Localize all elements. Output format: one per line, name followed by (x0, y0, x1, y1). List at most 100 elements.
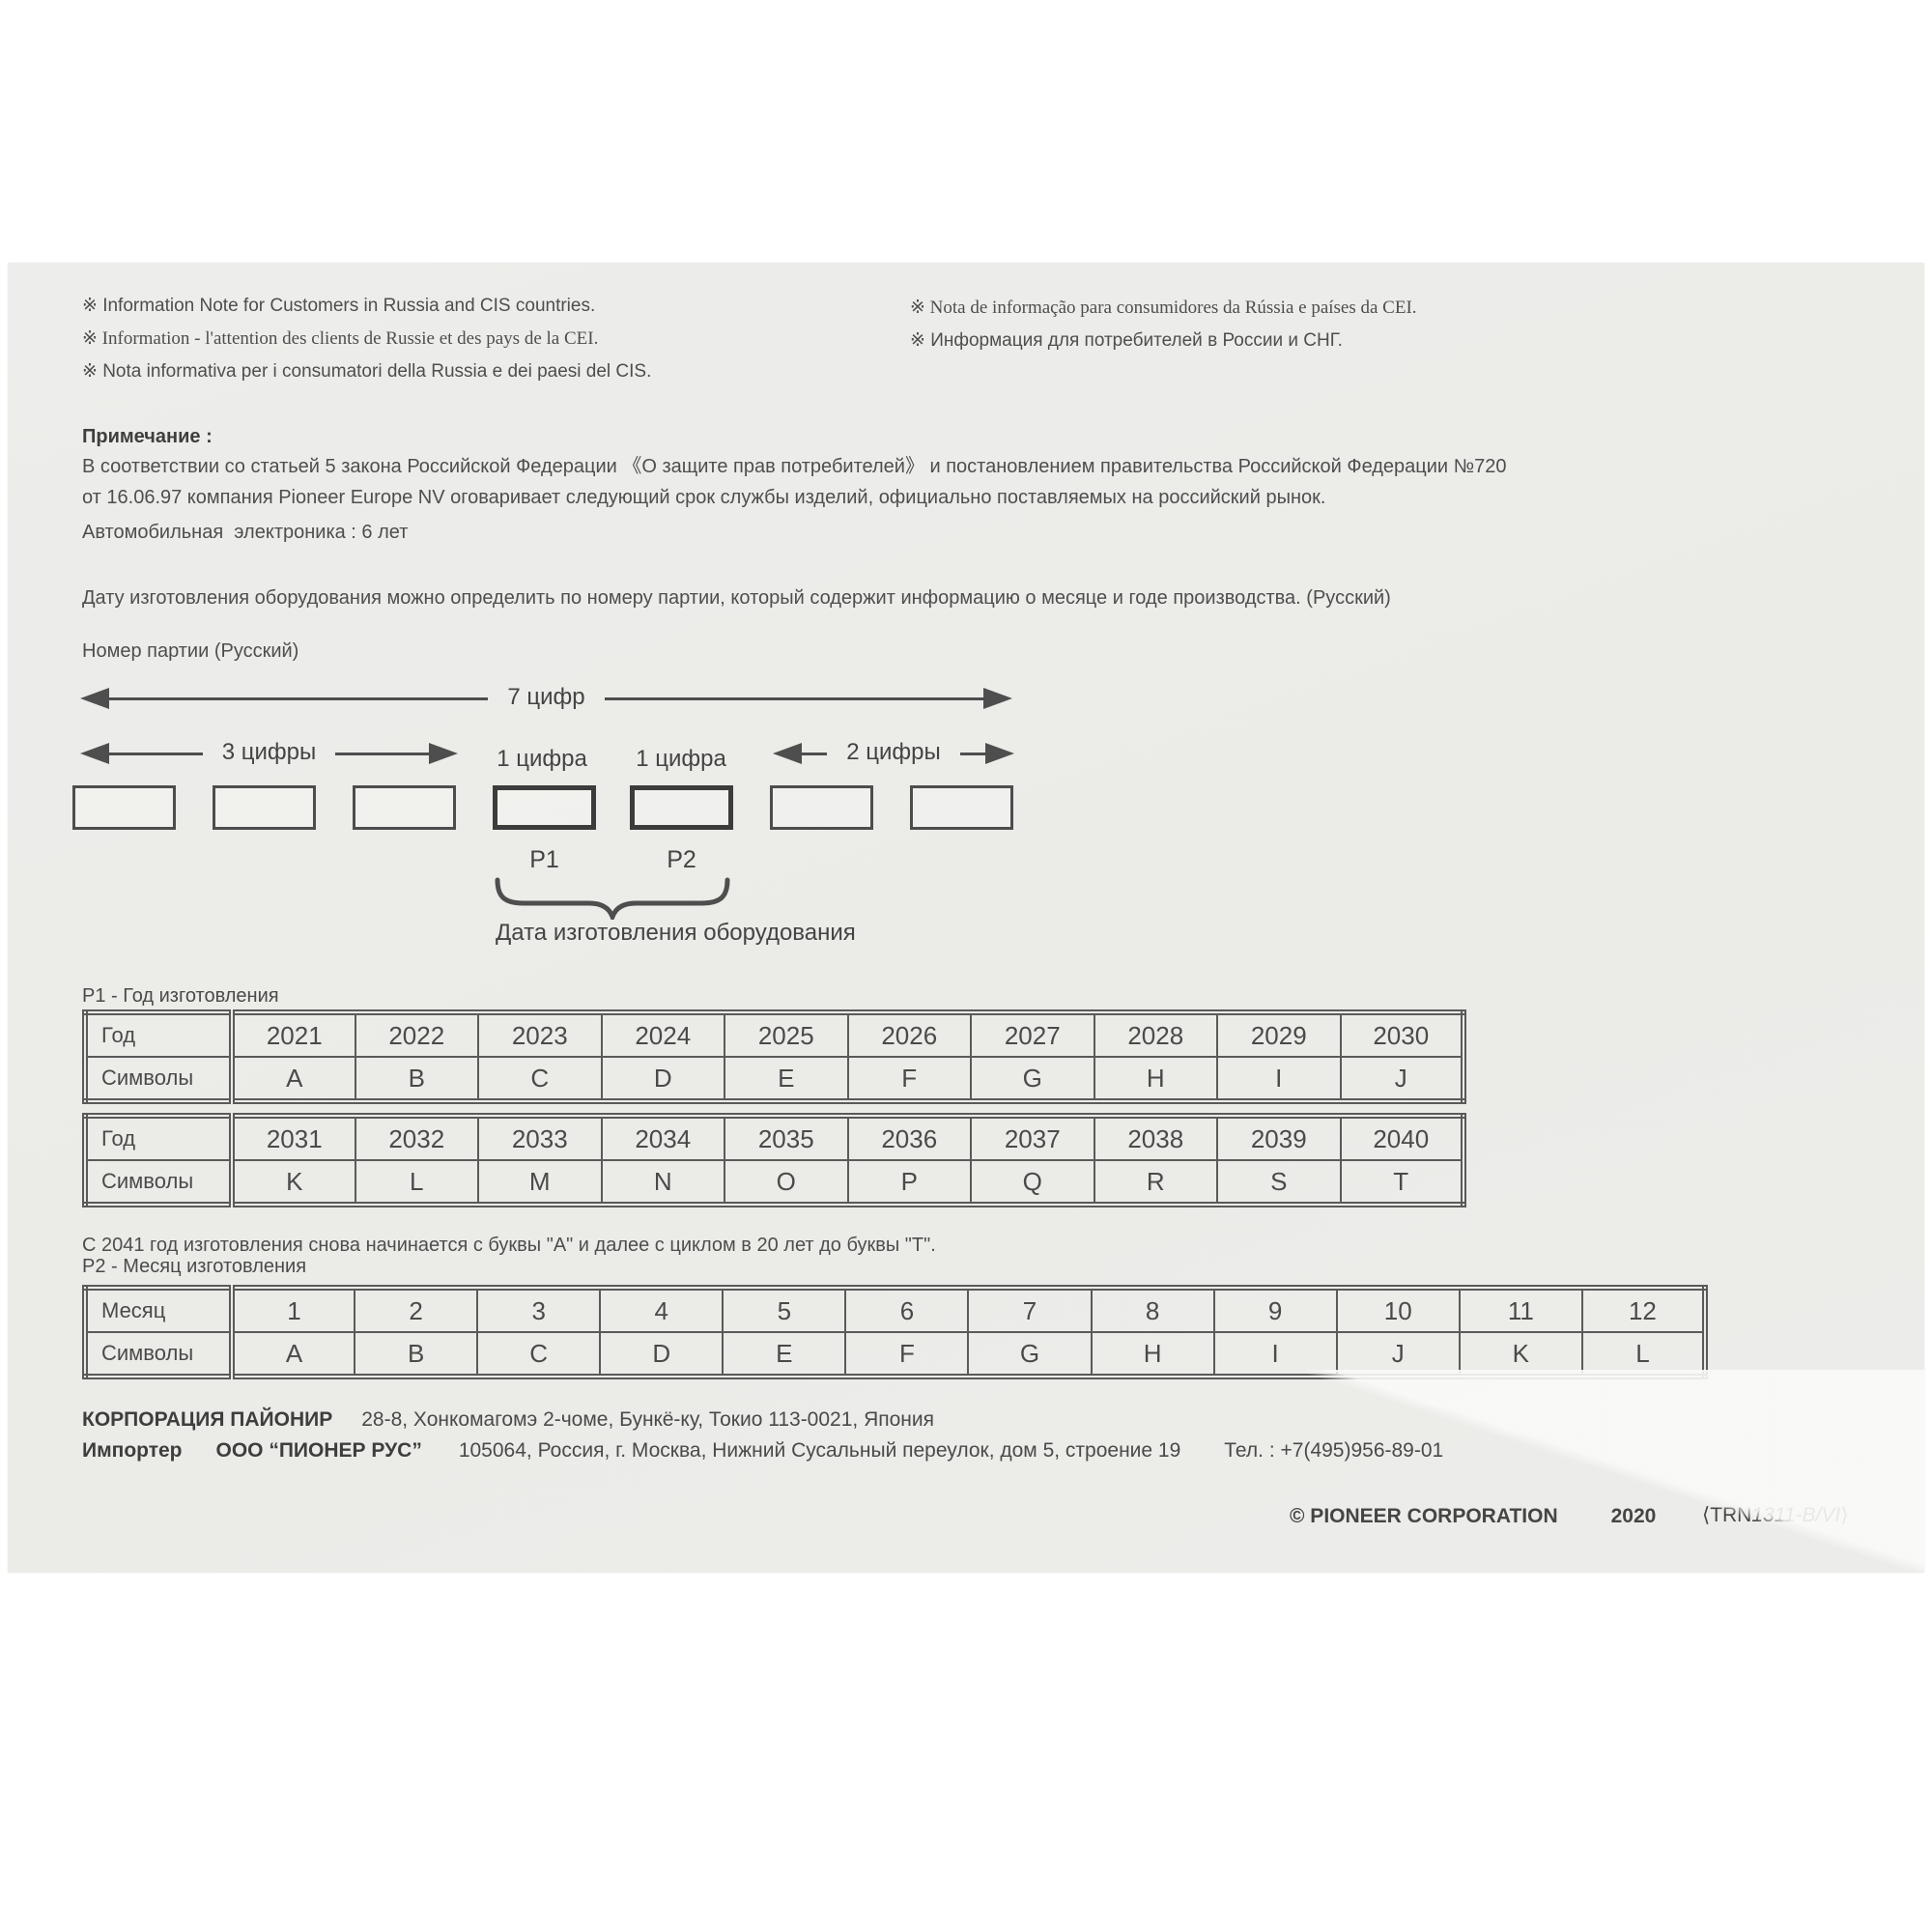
arrow-shaft (109, 696, 489, 700)
arrow-right-icon (985, 743, 1015, 764)
note-line-ru: ※ Информация для потребителей в России и… (910, 330, 1343, 351)
symbol-cell: G (970, 1056, 1095, 1102)
symbol-cell: H (1093, 1056, 1218, 1102)
symbol-cell: M (477, 1159, 603, 1206)
corporation-name: КОРПОРАЦИЯ ПАЙОНИР (82, 1408, 333, 1431)
corporation-address-line: КОРПОРАЦИЯ ПАЙОНИР 28-8, Хонкомагомэ 2-чо… (82, 1408, 934, 1432)
symbols-row-label: Символы (84, 1331, 235, 1378)
symbol-cell: H (1090, 1331, 1215, 1378)
copyright-year: 2020 (1610, 1505, 1657, 1527)
three-digits-label: 3 цифры (221, 739, 317, 765)
p1-year-table-2021-2030: Год 2021 2022 2023 2024 2025 2026 2027 2… (82, 1009, 1466, 1104)
under-brace-icon (495, 877, 730, 920)
symbol-cell: A (231, 1056, 356, 1102)
month-cell: 10 (1335, 1287, 1461, 1333)
symbols-row: Символы K L M N O P Q R S T (84, 1159, 1464, 1206)
year-cell: 2024 (600, 1011, 725, 1058)
notes-left-column: ※ Information Note for Customers in Russ… (82, 290, 651, 388)
symbol-cell: S (1216, 1159, 1342, 1206)
manufacture-date-paragraph: Дату изготовления оборудования можно опр… (82, 587, 1391, 609)
symbol-cell: I (1216, 1056, 1342, 1102)
first-three-digits-arrow: 3 цифры (80, 739, 459, 768)
year-cell: 2038 (1093, 1115, 1218, 1161)
symbol-cell: A (230, 1331, 356, 1378)
year-row: Год 2031 2032 2033 2034 2035 2036 2037 2… (84, 1115, 1464, 1161)
importer-name: ООО “ПИОНЕР РУС” (215, 1439, 422, 1462)
month-cell: 8 (1090, 1287, 1215, 1333)
importer-address-line: Импортер ООО “ПИОНЕР РУС” 105064, Россия, … (82, 1439, 1443, 1463)
symbol-cell: J (1339, 1056, 1464, 1102)
year-cell: 2021 (231, 1011, 356, 1058)
symbols-row-label: Символы (84, 1159, 235, 1206)
arrow-right-icon (983, 688, 1013, 709)
arrow-shaft (335, 752, 430, 755)
symbol-cell: B (354, 1331, 479, 1378)
digit-box-6 (770, 785, 873, 830)
year-cell: 2030 (1339, 1011, 1464, 1058)
p2-section-title: P2 - Месяц изготовления (82, 1256, 307, 1277)
symbol-cell: T (1339, 1159, 1464, 1206)
note-line-it: ※ Nota informativa per i consumatori del… (82, 361, 652, 382)
symbol-cell: D (600, 1056, 725, 1102)
notes-right-column: ※ Nota de informação para consumidores d… (910, 292, 1417, 357)
month-row-label: Месяц (84, 1287, 235, 1333)
month-cell: 12 (1580, 1287, 1707, 1333)
manufacture-date-caption: Дата изготовления оборудования (496, 920, 856, 946)
symbol-cell: F (844, 1331, 970, 1378)
year-cell: 2025 (724, 1011, 849, 1058)
month-cell: 9 (1212, 1287, 1338, 1333)
symbol-cell: K (1458, 1331, 1583, 1378)
symbol-cell: G (967, 1331, 1093, 1378)
symbol-cell: N (600, 1159, 725, 1206)
month-cell: 7 (967, 1287, 1093, 1333)
importer-phone: Тел. : +7(495)956-89-01 (1224, 1439, 1444, 1462)
symbol-cell: L (1580, 1331, 1707, 1378)
arrow-shaft (109, 752, 203, 755)
total-digits-label: 7 цифр (507, 684, 585, 710)
lot-number-label: Номер партии (Русский) (82, 640, 299, 662)
year-cell: 2029 (1216, 1011, 1342, 1058)
year-cell: 2035 (724, 1115, 849, 1161)
symbol-cell: E (722, 1331, 847, 1378)
month-row: Месяц 1 2 3 4 5 6 7 8 9 10 11 12 (84, 1287, 1707, 1333)
digit-box-1 (72, 785, 176, 830)
year-cell: 2039 (1216, 1115, 1342, 1161)
remark-title: Примечание : (82, 426, 213, 447)
symbol-cell: K (231, 1159, 356, 1206)
p1-year-table-2031-2040: Год 2031 2032 2033 2034 2035 2036 2037 2… (82, 1113, 1466, 1208)
digit-box-2 (213, 785, 316, 830)
trn-suffix: ⟩ (1840, 1504, 1849, 1526)
symbol-cell: D (599, 1331, 724, 1378)
symbol-cell: R (1093, 1159, 1218, 1206)
year-row-label: Год (84, 1115, 235, 1161)
symbols-row: Символы A B C D E F G H I J K L (84, 1331, 1707, 1378)
arrow-left-icon (80, 743, 109, 764)
document-code: ⟨TRN1311-B/VI⟩ (1702, 1503, 1848, 1527)
digit-box-7 (910, 785, 1013, 830)
year-cell: 2028 (1093, 1011, 1218, 1058)
note-line-fr: ※ Information - l'attention des clients … (82, 328, 599, 349)
year-cell: 2036 (846, 1115, 972, 1161)
total-digits-arrow: 7 цифр (80, 684, 1013, 713)
month-cell: 11 (1458, 1287, 1583, 1333)
p1-box-label: P1 (529, 846, 559, 873)
arrow-right-icon (429, 743, 459, 764)
year-row-label: Год (84, 1011, 235, 1058)
month-cell: 5 (722, 1287, 847, 1333)
arrow-left-icon (773, 743, 802, 764)
p1-section-title: P1 - Год изготовления (82, 985, 279, 1007)
note-line-en: ※ Information Note for Customers in Russ… (82, 296, 596, 316)
symbol-cell: E (724, 1056, 849, 1102)
service-life-line: Автомобильная электроника : 6 лет (82, 522, 409, 543)
last-two-digits-arrow: 2 цифры (773, 739, 1015, 768)
year-cell: 2026 (846, 1011, 972, 1058)
year-cell: 2034 (600, 1115, 725, 1161)
year-cell: 2032 (354, 1115, 479, 1161)
arrow-left-icon (80, 688, 109, 709)
year-cell: 2031 (231, 1115, 356, 1161)
symbol-cell: F (846, 1056, 972, 1102)
scanned-information-sheet: ※ Information Note for Customers in Russ… (8, 263, 1924, 1573)
trn-prefix: ⟨TRN (1702, 1504, 1752, 1526)
symbol-cell: L (354, 1159, 479, 1206)
year-row: Год 2021 2022 2023 2024 2025 2026 2027 2… (84, 1011, 1464, 1058)
